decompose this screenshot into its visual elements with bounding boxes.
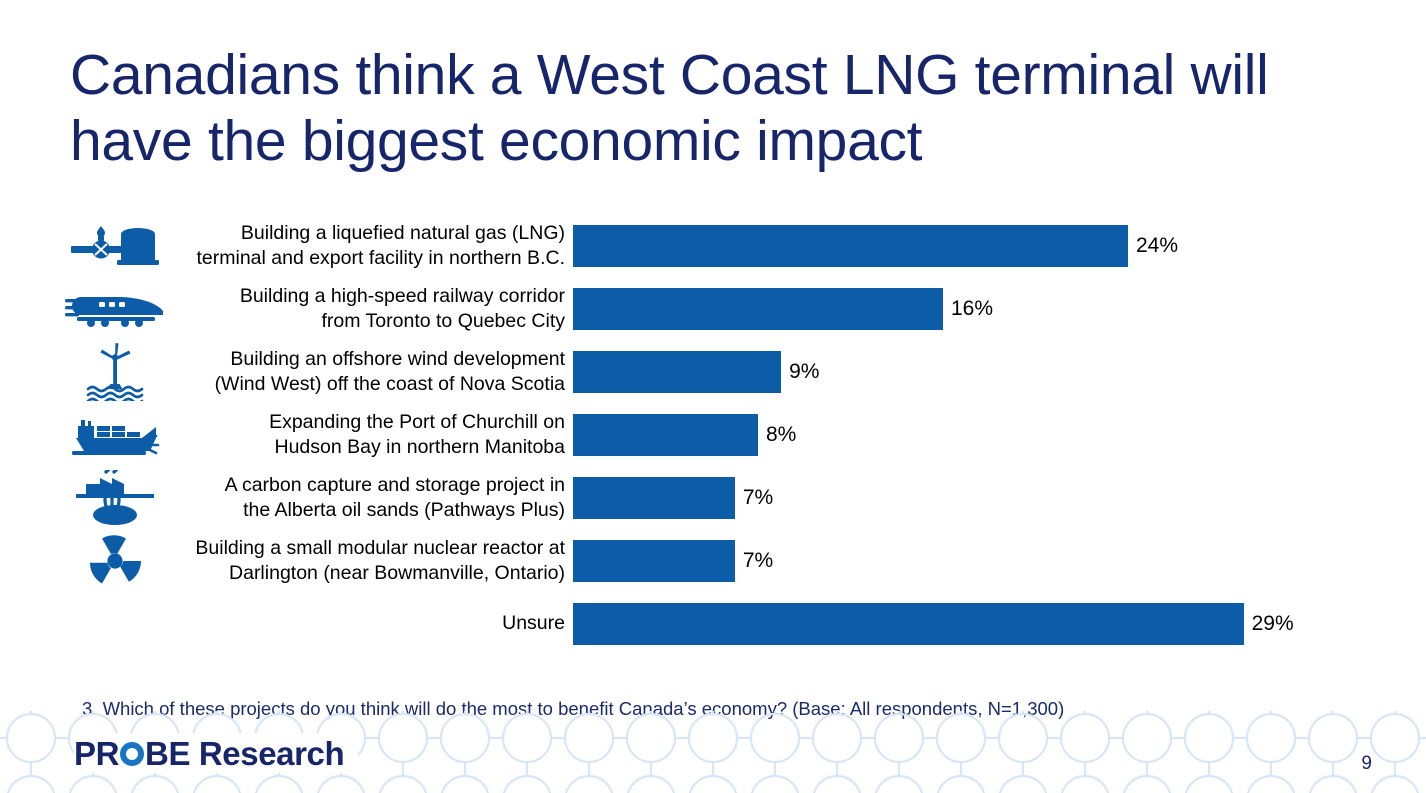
bar <box>573 539 735 582</box>
high-speed-train-icon <box>65 289 165 329</box>
carbon-capture-icon <box>76 469 154 526</box>
bar <box>573 413 758 456</box>
bar <box>573 287 943 330</box>
logo-text: PR BE Research <box>74 734 345 772</box>
bar <box>573 224 1128 267</box>
category-label: Building a small modular nuclear reactor… <box>170 536 573 586</box>
category-label-line: Darlington (near Bowmanville, Ontario) <box>229 561 565 584</box>
bar-track: 8% <box>573 403 1380 466</box>
offshore-wind-turbine-icon-cell <box>60 340 170 403</box>
bar <box>573 602 1244 645</box>
bar-value-label: 7% <box>742 548 774 572</box>
category-label-line: terminal and export facility in northern… <box>196 246 565 269</box>
lng-terminal-icon-cell <box>60 214 170 277</box>
bar-track: 16% <box>573 277 1380 340</box>
carbon-capture-icon-cell <box>60 466 170 529</box>
bar-value-label: 8% <box>766 422 797 446</box>
category-label-line: Building an offshore wind development <box>230 347 565 370</box>
offshore-wind-turbine-icon <box>84 342 146 401</box>
logo-o-ring-icon <box>120 742 145 766</box>
category-label-line: Building a high-speed railway corridor <box>239 284 565 307</box>
category-label-line: Building a liquefied natural gas (LNG) <box>240 221 565 244</box>
category-label-line: the Alberta oil sands (Pathways Plus) <box>243 498 565 521</box>
chart-row: A carbon capture and storage project in t… <box>60 466 1380 529</box>
category-label-line: from Toronto to Quebec City <box>321 309 565 332</box>
chart-row: Building a high-speed railway corridor fr… <box>60 277 1380 340</box>
category-label: Building a high-speed railway corridor fr… <box>170 284 573 334</box>
logo-text-part3: Research <box>190 734 345 772</box>
icon-cell-empty <box>60 592 170 655</box>
bar-track: 7% <box>573 466 1380 529</box>
cargo-ship-icon-cell <box>60 403 170 466</box>
chart-row: Expanding the Port of Churchill on Hudson… <box>60 403 1380 466</box>
cargo-ship-icon <box>70 414 160 456</box>
chart-row: Building an offshore wind development (Wi… <box>60 340 1380 403</box>
chart-row: Unsure 29% <box>60 592 1380 655</box>
bar-value-label: 24% <box>1136 233 1179 257</box>
category-label-line: Expanding the Port of Churchill on <box>269 410 565 433</box>
bar-value-label: 7% <box>742 485 774 509</box>
page-number: 9 <box>1361 753 1372 774</box>
category-label: Building a liquefied natural gas (LNG) te… <box>170 221 573 271</box>
category-label: Building an offshore wind development (Wi… <box>170 347 573 397</box>
page-title: Canadians think a West Coast LNG termina… <box>70 43 1269 173</box>
chart-row: Building a liquefied natural gas (LNG) te… <box>60 214 1380 277</box>
nuclear-radiation-icon <box>82 532 148 590</box>
bar-track: 24% <box>573 214 1380 277</box>
bar-value-label: 9% <box>789 359 820 383</box>
category-label: Expanding the Port of Churchill on Hudson… <box>170 410 573 460</box>
logo-text-part1: PR <box>74 734 120 772</box>
probe-research-logo: PR BE Research <box>74 733 359 773</box>
bar <box>573 476 735 519</box>
bar <box>573 350 782 393</box>
logo-text-part2: BE <box>145 734 191 772</box>
bar-track: 7% <box>573 529 1380 592</box>
category-label-line: Hudson Bay in northern Manitoba <box>274 435 565 458</box>
high-speed-train-icon-cell <box>60 277 170 340</box>
category-label: Unsure <box>170 611 573 636</box>
category-label-line: Unsure <box>502 612 565 634</box>
bar-track: 9% <box>573 340 1380 403</box>
footnote-question: 3. Which of these projects do you think … <box>82 698 1065 719</box>
bar-track: 29% <box>573 592 1380 655</box>
chart-row: Building a small modular nuclear reactor… <box>60 529 1380 592</box>
category-label-line: Building a small modular nuclear reactor… <box>195 536 565 559</box>
category-label: A carbon capture and storage project in t… <box>170 473 573 523</box>
bar-value-label: 16% <box>951 296 994 320</box>
category-label-line: A carbon capture and storage project in <box>224 473 565 496</box>
nuclear-radiation-icon-cell <box>60 529 170 592</box>
bar-value-label: 29% <box>1251 611 1294 635</box>
lng-terminal-icon <box>71 222 159 270</box>
bar-chart: Building a liquefied natural gas (LNG) te… <box>60 214 1380 655</box>
category-label-line: (Wind West) off the coast of Nova Scotia <box>214 372 565 395</box>
